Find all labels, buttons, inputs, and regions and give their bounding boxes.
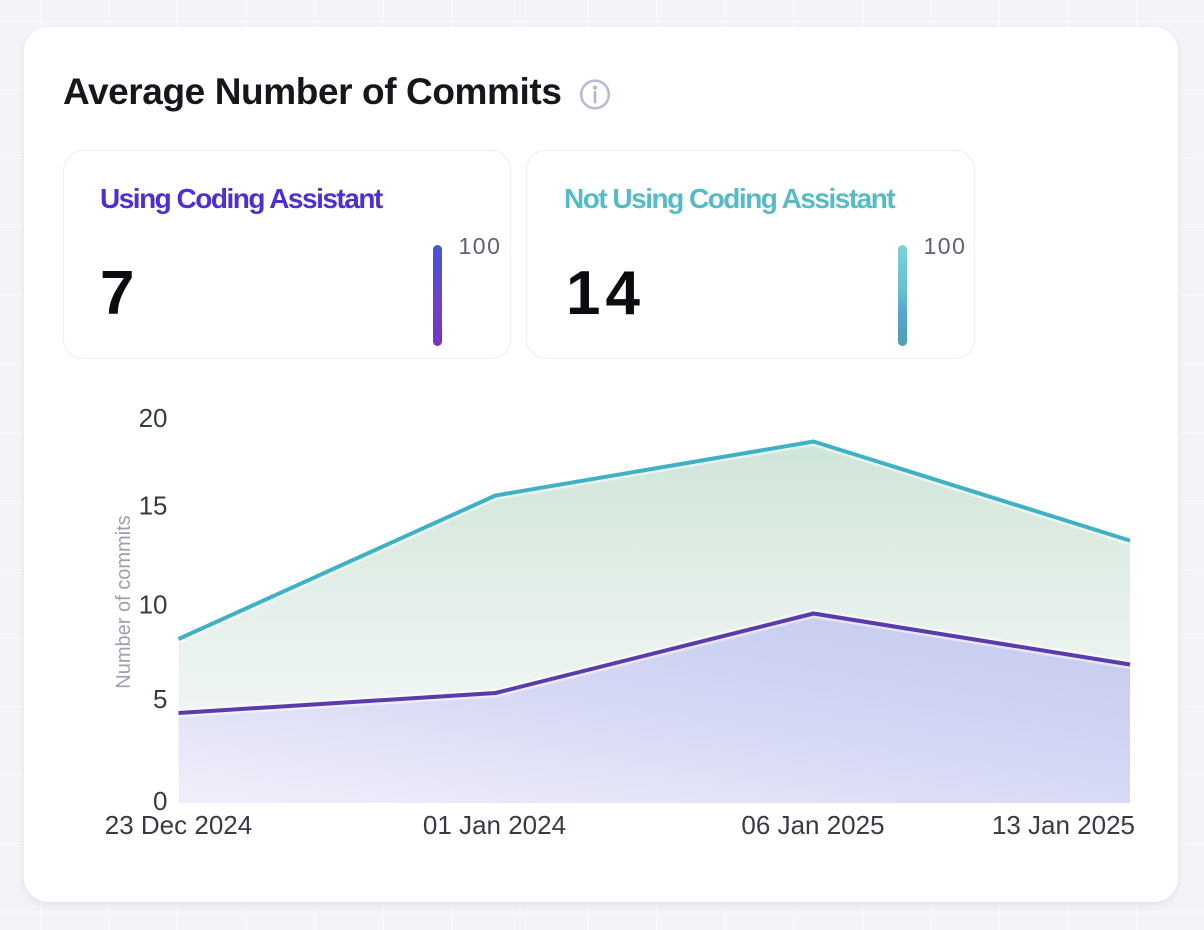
svg-text:23 Dec 2024: 23 Dec 2024 — [105, 810, 252, 840]
svg-text:0: 0 — [153, 786, 167, 816]
svg-text:20: 20 — [139, 403, 168, 433]
svg-text:01 Jan 2024: 01 Jan 2024 — [423, 810, 566, 840]
svg-text:15: 15 — [139, 490, 168, 520]
svg-text:13 Jan 2025: 13 Jan 2025 — [992, 810, 1135, 840]
svg-text:06 Jan 2025: 06 Jan 2025 — [741, 810, 884, 840]
svg-text:10: 10 — [139, 589, 168, 619]
svg-text:Number of commits: Number of commits — [113, 515, 135, 688]
svg-text:5: 5 — [153, 684, 167, 714]
